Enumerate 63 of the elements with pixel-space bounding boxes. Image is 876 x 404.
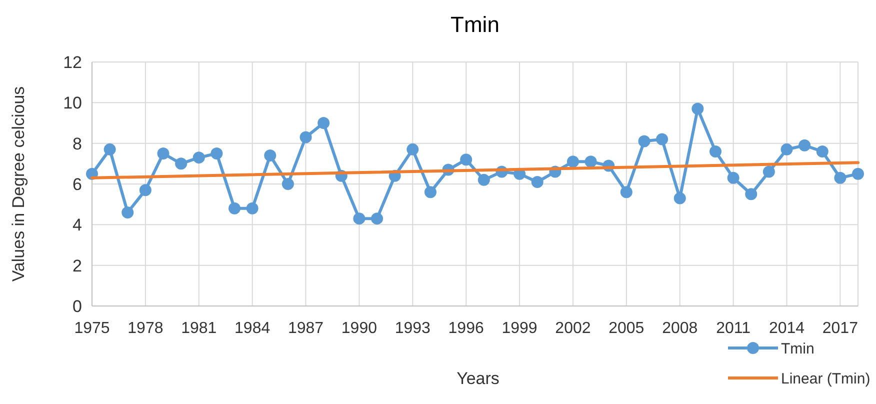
point: [674, 192, 686, 204]
chart-title: Tmin: [450, 12, 500, 37]
point: [709, 145, 722, 158]
y-tick-label: 2: [72, 256, 82, 276]
point: [745, 188, 758, 200]
point: [246, 202, 258, 214]
y-tick-label: 10: [63, 94, 82, 113]
point: [139, 184, 152, 196]
point: [300, 131, 312, 144]
point: [638, 135, 650, 148]
point: [175, 158, 188, 170]
x-tick-label: 1993: [394, 320, 431, 337]
point: [852, 168, 864, 180]
point: [157, 148, 170, 160]
point: [122, 206, 134, 218]
point: [531, 176, 544, 188]
point: [762, 166, 775, 178]
x-tick-label: 2017: [822, 320, 858, 337]
point: [318, 117, 330, 129]
point: [620, 186, 632, 198]
x-tick-label: 1999: [502, 320, 538, 337]
point: [727, 172, 740, 184]
y-tick-label: 8: [72, 134, 82, 154]
point: [282, 178, 294, 190]
point: [816, 145, 828, 158]
point: [584, 156, 597, 168]
y-tick-label: 6: [72, 174, 82, 194]
legend-label: Tmin: [781, 340, 814, 358]
x-tick-label: 1981: [181, 320, 217, 337]
x-tick-label: 1996: [448, 320, 484, 337]
point: [460, 154, 472, 166]
point: [780, 143, 793, 156]
x-tick-label: 1975: [74, 320, 110, 337]
point: [692, 102, 704, 115]
x-tick-label: 1987: [288, 320, 324, 337]
point: [228, 202, 241, 214]
x-tick-label: 2002: [555, 320, 591, 337]
point: [478, 174, 490, 186]
x-tick-label: 2014: [768, 320, 805, 337]
point: [104, 143, 116, 156]
x-tick-label: 1984: [234, 320, 270, 337]
point: [798, 139, 811, 152]
point: [371, 212, 384, 225]
x-tick-label: 2005: [608, 320, 644, 337]
legend-label: Linear (Tmin): [781, 370, 870, 388]
x-tick-label: 1990: [341, 320, 378, 337]
x-tick-label: 1978: [128, 320, 164, 337]
point: [424, 186, 436, 198]
x-axis-title: Years: [456, 369, 500, 388]
point: [656, 133, 668, 146]
point: [210, 148, 223, 160]
point: [353, 212, 366, 225]
x-tick-label: 2011: [716, 320, 751, 337]
point: [834, 172, 846, 184]
y-axis-title: Values in Degree celcious: [9, 86, 28, 282]
y-tick-label: 12: [63, 52, 82, 72]
y-tick-label: 4: [72, 216, 82, 235]
point: [566, 156, 579, 168]
y-tick-label: 0: [72, 296, 82, 316]
point: [192, 152, 205, 164]
x-tick-label: 2008: [662, 320, 698, 337]
point: [264, 150, 276, 162]
point: [406, 143, 419, 156]
